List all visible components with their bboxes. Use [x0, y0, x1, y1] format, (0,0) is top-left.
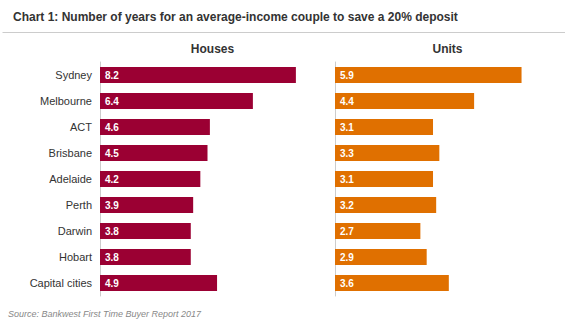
svg-text:3.9: 3.9: [105, 200, 119, 211]
svg-text:8.2: 8.2: [105, 70, 119, 81]
svg-text:4.2: 4.2: [105, 174, 119, 185]
svg-text:5.9: 5.9: [340, 70, 354, 81]
svg-text:3.2: 3.2: [340, 200, 354, 211]
svg-text:3.8: 3.8: [105, 252, 119, 263]
svg-text:3.1: 3.1: [340, 122, 354, 133]
svg-text:4.5: 4.5: [105, 148, 119, 159]
svg-text:Source: Bankwest First Time Bu: Source: Bankwest First Time Buyer Report…: [8, 309, 202, 319]
svg-text:6.4: 6.4: [105, 96, 119, 107]
svg-text:Melbourne: Melbourne: [40, 95, 92, 107]
svg-text:4.9: 4.9: [105, 278, 119, 289]
svg-text:Hobart: Hobart: [59, 251, 92, 263]
svg-text:3.6: 3.6: [340, 278, 354, 289]
svg-text:3.1: 3.1: [340, 174, 354, 185]
svg-text:2.7: 2.7: [340, 226, 354, 237]
svg-text:Adelaide: Adelaide: [49, 173, 92, 185]
svg-text:2.9: 2.9: [340, 252, 354, 263]
svg-text:Units: Units: [433, 42, 463, 56]
svg-text:Houses: Houses: [191, 42, 235, 56]
svg-text:Perth: Perth: [66, 199, 92, 211]
svg-text:Chart 1: Number of years for a: Chart 1: Number of years for an average-…: [13, 10, 458, 24]
svg-text:Sydney: Sydney: [55, 69, 92, 81]
svg-text:3.3: 3.3: [340, 148, 354, 159]
svg-text:Capital cities: Capital cities: [30, 277, 93, 289]
svg-text:4.6: 4.6: [105, 122, 119, 133]
svg-text:Brisbane: Brisbane: [49, 147, 92, 159]
svg-text:Darwin: Darwin: [58, 225, 92, 237]
svg-text:3.8: 3.8: [105, 226, 119, 237]
svg-text:4.4: 4.4: [340, 96, 354, 107]
svg-text:ACT: ACT: [70, 121, 92, 133]
